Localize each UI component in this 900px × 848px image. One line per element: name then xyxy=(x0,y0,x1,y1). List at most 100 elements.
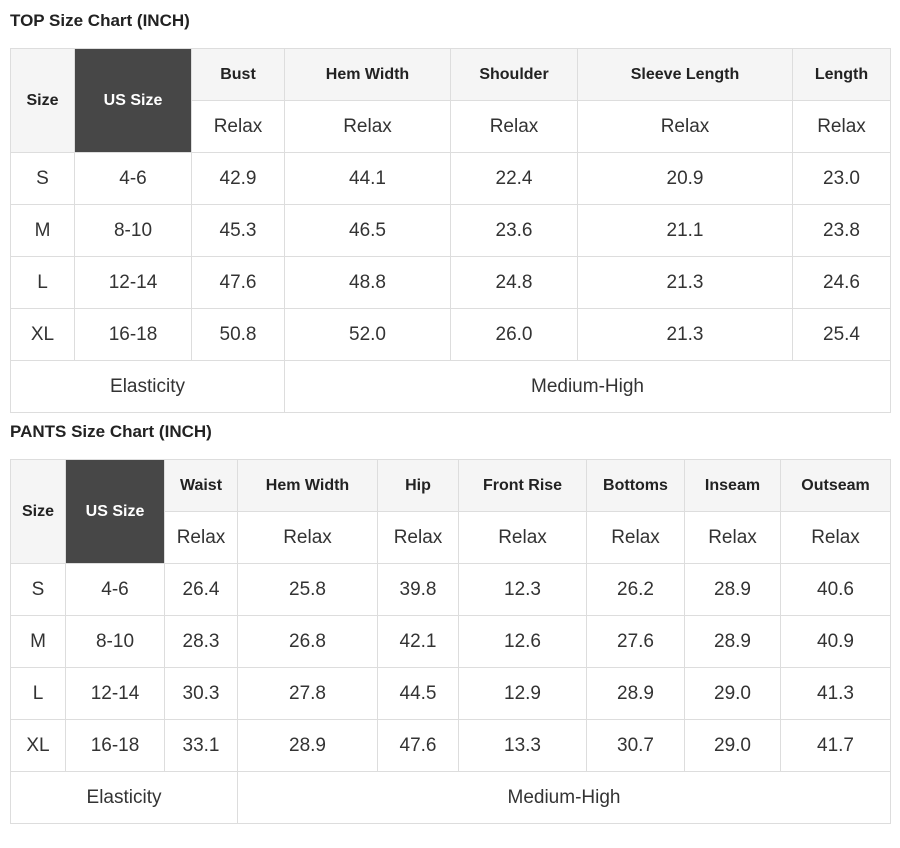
measurement-column-header: Front Rise xyxy=(458,459,587,512)
measurement-value-cell: 28.9 xyxy=(684,615,781,668)
measurement-value-cell: 28.3 xyxy=(164,615,238,668)
top-chart-title: TOP Size Chart (INCH) xyxy=(10,11,190,30)
measurement-value-cell: 28.9 xyxy=(586,667,685,720)
measurement-column-header: Bottoms xyxy=(586,459,685,512)
header-row: Size US Size Waist Hem Width Hip Front Rise Bo… xyxy=(10,459,891,564)
measurement-value-cell: 24.6 xyxy=(792,256,891,309)
measurement-column-header: Outseam xyxy=(780,459,891,512)
fit-type-cell: Relax xyxy=(586,511,685,564)
fit-type-cell: Relax xyxy=(191,100,285,153)
fit-type-row: Relax Relax Relax Relax Relax xyxy=(11,100,891,153)
measurement-column-header: Length xyxy=(792,48,891,101)
measurement-value-cell: 26.4 xyxy=(164,563,238,616)
us-size-cell: 4-6 xyxy=(65,563,165,616)
measurement-column-header: Shoulder xyxy=(450,48,578,101)
fit-type-row: Relax Relax Relax Relax Relax Relax Relax xyxy=(11,511,891,564)
size-cell: L xyxy=(10,667,66,720)
pants-size-table: Size US Size Waist Hem Width Hip Front Rise Bo… xyxy=(10,459,891,824)
measurement-value-cell: 23.8 xyxy=(792,204,891,257)
measurement-value-cell: 22.4 xyxy=(450,152,578,205)
measurement-value-cell: 24.8 xyxy=(450,256,578,309)
measurement-value-cell: 21.3 xyxy=(577,308,793,361)
size-cell: S xyxy=(10,152,75,205)
measurement-value-cell: 26.2 xyxy=(586,563,685,616)
us-size-cell: 8-10 xyxy=(65,615,165,668)
measurement-column-header: Waist xyxy=(164,459,238,512)
us-size-cell: 4-6 xyxy=(74,152,192,205)
measurement-value-cell: 41.7 xyxy=(780,719,891,772)
measurement-value-cell: 46.5 xyxy=(284,204,451,257)
measurement-value-cell: 25.8 xyxy=(237,563,378,616)
measurement-value-cell: 26.8 xyxy=(237,615,378,668)
size-column-header: Size xyxy=(10,48,75,153)
size-row: L 12-14 47.6 48.8 24.8 21.3 24.6 xyxy=(10,256,891,309)
measurement-value-cell: 28.9 xyxy=(684,563,781,616)
measurement-value-cell: 27.6 xyxy=(586,615,685,668)
size-row: XL 16-18 33.1 28.9 47.6 13.3 30.7 29.0 41.7 xyxy=(10,719,891,772)
size-row: XL 16-18 50.8 52.0 26.0 21.3 25.4 xyxy=(10,308,891,361)
measurement-value-cell: 47.6 xyxy=(191,256,285,309)
fit-type-cell: Relax xyxy=(284,100,451,153)
us-size-column-header: US Size xyxy=(74,48,192,153)
us-size-cell: 16-18 xyxy=(74,308,192,361)
measurement-value-cell: 39.8 xyxy=(377,563,459,616)
size-row: S 4-6 26.4 25.8 39.8 12.3 26.2 28.9 40.6 xyxy=(10,563,891,616)
fit-type-cell: Relax xyxy=(458,511,587,564)
us-size-cell: 16-18 xyxy=(65,719,165,772)
measurement-value-cell: 44.5 xyxy=(377,667,459,720)
size-row: M 8-10 28.3 26.8 42.1 12.6 27.6 28.9 40.9 xyxy=(10,615,891,668)
elasticity-value-cell: Medium-High xyxy=(284,360,891,413)
measurement-value-cell: 23.6 xyxy=(450,204,578,257)
fit-type-cell: Relax xyxy=(377,511,459,564)
measurement-value-cell: 12.6 xyxy=(458,615,587,668)
size-cell: M xyxy=(10,615,66,668)
measurement-value-cell: 29.0 xyxy=(684,667,781,720)
measurement-column-header: Hem Width xyxy=(237,459,378,512)
elasticity-label-cell: Elasticity xyxy=(10,360,285,413)
measurement-column-header: Hip xyxy=(377,459,459,512)
fit-type-cell: Relax xyxy=(684,511,781,564)
pants-chart-title: PANTS Size Chart (INCH) xyxy=(10,422,212,441)
measurement-value-cell: 50.8 xyxy=(191,308,285,361)
measurement-value-cell: 29.0 xyxy=(684,719,781,772)
measurement-value-cell: 41.3 xyxy=(780,667,891,720)
measurement-value-cell: 40.9 xyxy=(780,615,891,668)
elasticity-row: Elasticity Medium-High xyxy=(10,360,891,413)
elasticity-label-cell: Elasticity xyxy=(10,771,238,824)
measurement-value-cell: 12.3 xyxy=(458,563,587,616)
size-cell: XL xyxy=(10,308,75,361)
measurement-value-cell: 48.8 xyxy=(284,256,451,309)
measurement-value-cell: 20.9 xyxy=(577,152,793,205)
size-cell: XL xyxy=(10,719,66,772)
size-cell: S xyxy=(10,563,66,616)
us-size-column-header: US Size xyxy=(65,459,165,564)
us-size-cell: 8-10 xyxy=(74,204,192,257)
measurement-value-cell: 40.6 xyxy=(780,563,891,616)
measurement-column-header: Sleeve Length xyxy=(577,48,793,101)
elasticity-value-cell: Medium-High xyxy=(237,771,891,824)
measurement-value-cell: 13.3 xyxy=(458,719,587,772)
us-size-cell: 12-14 xyxy=(74,256,192,309)
measurement-value-cell: 30.3 xyxy=(164,667,238,720)
elasticity-row: Elasticity Medium-High xyxy=(10,771,891,824)
fit-type-cell: Relax xyxy=(792,100,891,153)
measurement-value-cell: 33.1 xyxy=(164,719,238,772)
measurement-value-cell: 47.6 xyxy=(377,719,459,772)
fit-type-cell: Relax xyxy=(164,511,238,564)
measurement-value-cell: 23.0 xyxy=(792,152,891,205)
measurement-value-cell: 27.8 xyxy=(237,667,378,720)
fit-type-cell: Relax xyxy=(577,100,793,153)
fit-type-cell: Relax xyxy=(237,511,378,564)
measurement-column-header: Hem Width xyxy=(284,48,451,101)
measurement-value-cell: 21.3 xyxy=(577,256,793,309)
measurement-value-cell: 45.3 xyxy=(191,204,285,257)
measurement-value-cell: 42.9 xyxy=(191,152,285,205)
top-size-table: Size US Size Bust Hem Width Shoulder Sleeve L… xyxy=(10,48,891,413)
measurement-value-cell: 52.0 xyxy=(284,308,451,361)
size-column-header: Size xyxy=(10,459,66,564)
size-row: S 4-6 42.9 44.1 22.4 20.9 23.0 xyxy=(10,152,891,205)
measurement-value-cell: 42.1 xyxy=(377,615,459,668)
us-size-cell: 12-14 xyxy=(65,667,165,720)
measurement-value-cell: 30.7 xyxy=(586,719,685,772)
size-row: L 12-14 30.3 27.8 44.5 12.9 28.9 29.0 41.3 xyxy=(10,667,891,720)
